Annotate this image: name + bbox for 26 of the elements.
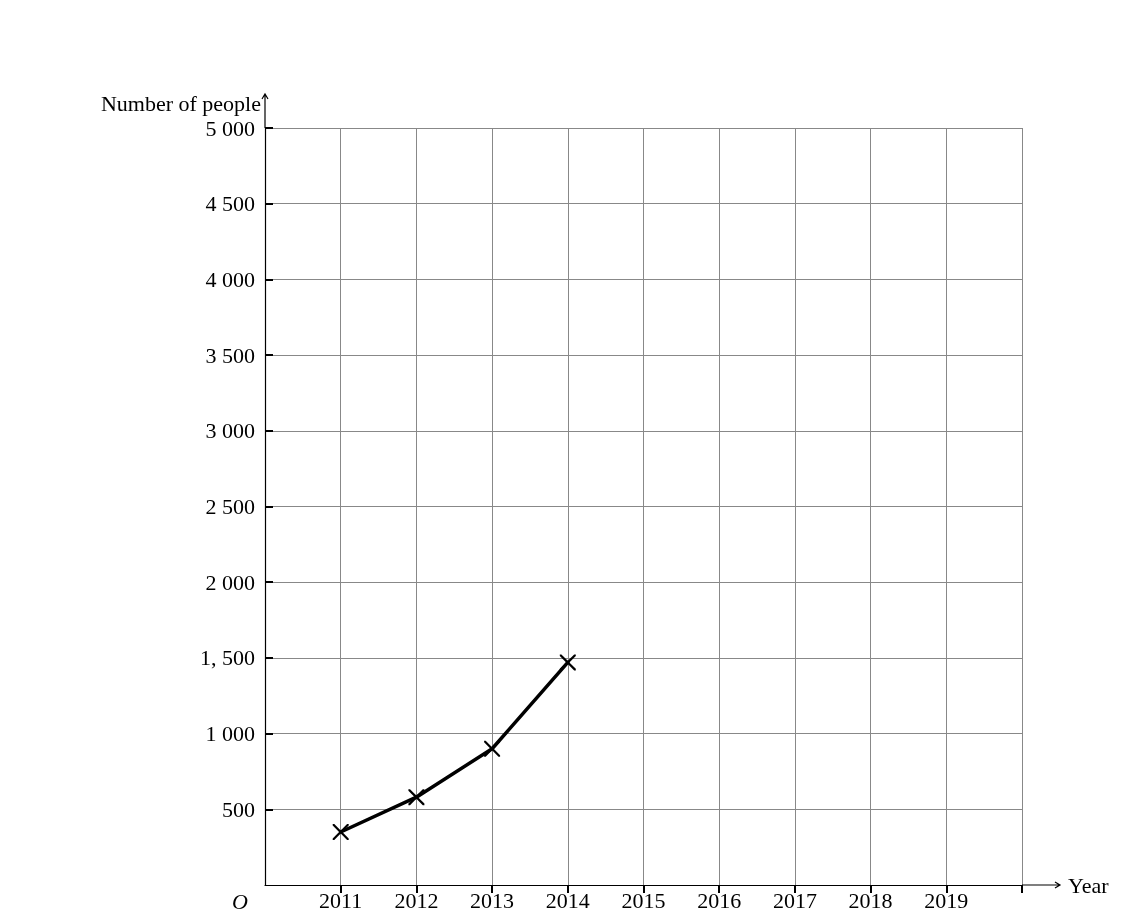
point	[559, 654, 576, 671]
x-tick-label: 2014	[545, 887, 590, 913]
x-tick-label: 2018	[848, 887, 893, 913]
x-tick-label: 2017	[772, 887, 817, 913]
y-tick-label: 4 500	[205, 191, 255, 217]
y-axis-title: Number of people	[100, 90, 261, 116]
y-tick-label: 500	[222, 796, 255, 822]
y-tick-label: 3 500	[205, 342, 255, 368]
x-tick-label: 2016	[697, 887, 742, 913]
point	[484, 740, 501, 757]
x-tick-label: 2013	[470, 887, 515, 913]
text: O	[232, 888, 248, 914]
point	[408, 789, 425, 806]
y-tick-label: 2 500	[205, 494, 255, 519]
y-tick-label: 4 000	[205, 266, 255, 292]
x-axis-title: Year	[1068, 872, 1110, 898]
y-tick-label: 2 000	[205, 569, 255, 595]
x-tick-label: 2011	[319, 887, 363, 913]
y-tick-label: 1, 500	[200, 645, 255, 671]
x-tick-label: 2019	[924, 887, 969, 913]
y-tick-label: 5 000	[205, 115, 255, 141]
x-tick-label: 2012	[394, 887, 439, 913]
point	[332, 824, 349, 841]
y-tick-label: 3 000	[205, 418, 255, 444]
y-tick-label: 1 000	[205, 721, 255, 747]
x-tick-label: 2015	[621, 887, 666, 913]
